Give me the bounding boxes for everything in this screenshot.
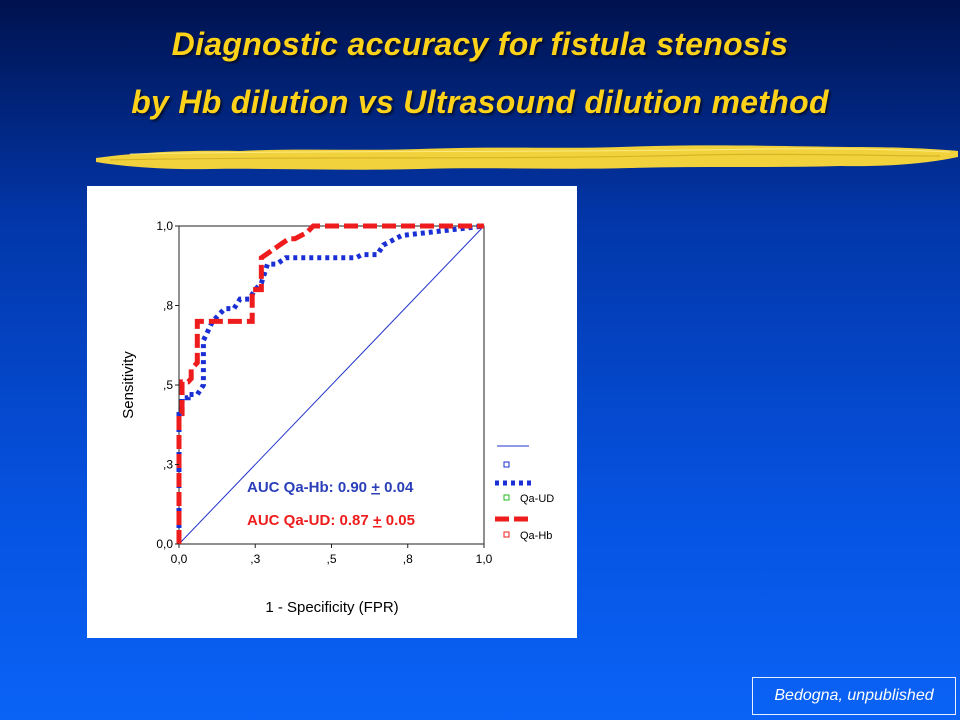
y-tick-label: ,3: [163, 458, 173, 472]
x-tick-label: ,5: [326, 552, 336, 566]
x-axis-ticks: 0,0 ,3 ,5 ,8 1,0: [171, 544, 493, 566]
auc-annotation-qa-hb: AUC Qa-Hb: 0.90 + 0.04: [247, 479, 414, 496]
roc-chart-panel: 0,0 ,3 ,5 ,8 1,0 0,0 ,3 ,5 ,8 1,0 1 - Specificit…: [87, 186, 577, 638]
credit-box: Bedogna, unpublished: [752, 677, 956, 715]
x-tick-label: 0,0: [171, 552, 188, 566]
brush-stroke-divider: [96, 145, 958, 170]
y-tick-label: ,5: [163, 378, 173, 392]
brush-stroke-highlight: [129, 148, 951, 155]
slide-title-line-2: by Hb dilution vs Ultrasound dilution me…: [131, 84, 829, 120]
legend-marker-reference: [503, 461, 510, 468]
auc-annotation-qa-hb-err: 0.04: [380, 479, 414, 496]
series-line-qa-hb: [176, 223, 485, 544]
auc-annotation-qa-hb-text: AUC Qa-Hb: 0.90: [247, 479, 371, 496]
auc-annotation-qa-ud-err: 0.05: [382, 512, 415, 529]
x-tick-label: ,3: [250, 552, 260, 566]
x-tick-label: 1,0: [476, 552, 493, 566]
legend-label-qa-hb: Qa-Hb: [520, 530, 552, 542]
roc-chart: 0,0 ,3 ,5 ,8 1,0 0,0 ,3 ,5 ,8 1,0 1 - Specificit…: [120, 219, 554, 616]
brush-stroke-streak: [109, 153, 941, 161]
slide-title-line-1: Diagnostic accuracy for fistula stenosis: [171, 26, 789, 62]
auc-annotation-qa-hb-pm: +: [371, 479, 380, 496]
series-line-qa-ud: [176, 223, 484, 544]
auc-annotation-qa-ud-pm: +: [373, 512, 382, 529]
credit-text: Bedogna, unpublished: [774, 687, 934, 704]
y-tick-label: 0,0: [156, 537, 173, 551]
y-tick-label: 1,0: [156, 219, 173, 233]
y-tick-label: ,8: [163, 299, 173, 313]
auc-annotation-qa-ud: AUC Qa-UD: 0.87 + 0.05: [247, 512, 415, 529]
legend-marker-qa-hb: [503, 531, 510, 538]
y-axis-label: Sensitivity: [120, 351, 137, 419]
x-axis-label: 1 - Specificity (FPR): [265, 599, 398, 616]
x-tick-label: ,8: [403, 552, 413, 566]
reference-diagonal-line: [178, 225, 485, 545]
legend: Qa-UD Qa-Hb: [495, 445, 554, 542]
legend-label-qa-ud: Qa-UD: [520, 493, 554, 505]
legend-marker-qa-ud: [503, 494, 510, 501]
auc-annotation-qa-ud-text: AUC Qa-UD: 0.87: [247, 512, 373, 529]
y-axis-ticks: 0,0 ,3 ,5 ,8 1,0: [156, 219, 179, 551]
